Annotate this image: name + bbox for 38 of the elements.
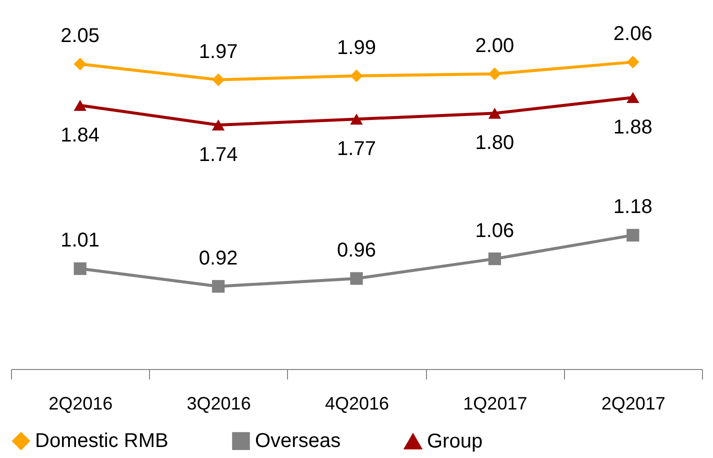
point <box>74 100 86 111</box>
x-tick-label: 2Q2017 <box>601 394 666 414</box>
point <box>488 252 502 266</box>
point <box>212 120 225 130</box>
point <box>488 108 502 119</box>
point <box>212 280 225 293</box>
data-label: 0.92 <box>198 247 238 270</box>
x-tick-label: 2Q2016 <box>48 394 113 414</box>
data-label: 1.99 <box>337 36 376 59</box>
data-label: 2.06 <box>613 23 652 46</box>
data-label: 1.88 <box>613 116 652 138</box>
point <box>350 70 363 82</box>
point <box>74 58 86 70</box>
data-label: 1.18 <box>613 196 652 218</box>
data-label: 1.74 <box>198 144 238 166</box>
x-tick-label: 1Q2017 <box>463 394 528 414</box>
data-label: 1.77 <box>337 138 376 160</box>
x-tick-label: 4Q2016 <box>324 394 390 414</box>
legend-label: Domestic RMB <box>35 430 168 452</box>
point <box>626 56 640 68</box>
data-label: 2.00 <box>475 34 514 57</box>
point <box>626 92 640 103</box>
legend-label: Group <box>427 430 483 453</box>
point <box>350 272 363 285</box>
data-label: 1.06 <box>475 220 514 242</box>
data-label: 1.97 <box>198 40 238 63</box>
point <box>626 228 640 242</box>
x-tick-label: 3Q2016 <box>186 394 251 414</box>
data-label: 1.80 <box>475 132 514 154</box>
point <box>488 68 502 80</box>
data-label: 0.96 <box>337 239 376 262</box>
legend-label: Overseas <box>255 430 341 452</box>
point <box>212 73 225 86</box>
point <box>350 114 363 125</box>
data-label: 2.05 <box>60 25 100 48</box>
data-label: 1.01 <box>60 230 100 252</box>
point <box>74 262 86 275</box>
data-label: 1.84 <box>60 124 100 146</box>
